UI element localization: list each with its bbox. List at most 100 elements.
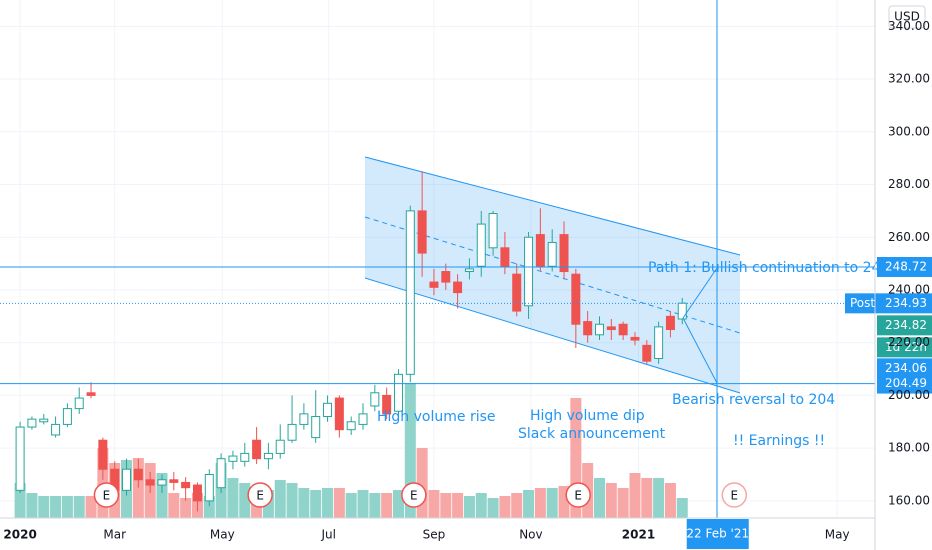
volume-bar: [664, 483, 676, 518]
x-tick-label: 2020: [3, 528, 36, 542]
candle-body: [606, 326, 616, 331]
countdown-tag: 1d 22h: [885, 340, 927, 354]
volume-bar: [617, 488, 629, 518]
channel-bottom: [364, 277, 741, 394]
volume-bar: [50, 496, 62, 518]
y-tick-label: 240.00: [888, 282, 930, 296]
post-tag: 234.93: [885, 296, 927, 310]
earnings-marker: [401, 482, 427, 508]
volume-bar: [499, 496, 511, 518]
currency-label: USD: [894, 10, 920, 24]
x-tick-label: 2021: [622, 528, 655, 542]
volume-bar: [463, 496, 475, 518]
volume-bar: [653, 478, 665, 518]
currency-box: [888, 5, 926, 29]
candle-body: [346, 421, 356, 431]
volume-bar: [487, 498, 499, 518]
y-tick-label: 200.00: [888, 388, 930, 402]
volume-bar: [156, 473, 168, 518]
channel-fill: [365, 157, 740, 393]
candle-body: [263, 452, 273, 460]
earnings-label: E: [410, 489, 418, 503]
x-tick-label: Mar: [103, 528, 126, 542]
volume-bar: [511, 493, 523, 518]
x-tick-label: Sep: [423, 528, 446, 542]
candle-body: [594, 323, 604, 336]
candle-body: [654, 326, 664, 360]
candle-body: [86, 392, 96, 396]
candle-body: [559, 234, 569, 273]
volume-bar: [345, 493, 357, 518]
candle-body: [642, 344, 652, 362]
volume-bar: [381, 493, 393, 518]
x-tick-label: Jul: [320, 528, 335, 542]
volume-bar: [416, 448, 428, 518]
candle-body: [441, 271, 451, 283]
last-price-tag-bg: [877, 315, 932, 336]
candle-body: [62, 408, 72, 425]
candle-body: [476, 223, 486, 267]
volume-bar: [641, 478, 653, 518]
overlay: E E E E E High volume rise High volume dip Slac…: [0, 5, 932, 549]
candle-body: [275, 439, 285, 454]
candle-body: [240, 452, 250, 462]
candle-body: [122, 468, 132, 491]
candle-body: [583, 321, 593, 336]
earnings-marker-upcoming: [721, 482, 748, 508]
crosshair-label-bg: [686, 519, 749, 549]
candle-body: [169, 479, 179, 483]
channel-top: [364, 156, 741, 256]
candle-body: [133, 468, 143, 481]
level-tag: 204.49: [885, 376, 927, 390]
earnings-marker: [565, 482, 591, 508]
volume-bar: [274, 480, 286, 518]
candle-body: [334, 397, 344, 431]
volume-pane: [14, 383, 688, 518]
volume-bar: [38, 496, 50, 518]
volume-bar: [629, 473, 641, 518]
annotation: Bearish reversal to 204: [672, 392, 835, 408]
candle-body: [429, 281, 439, 288]
prev-close-tag-bg: [877, 358, 932, 379]
earnings-marker: [93, 482, 120, 508]
channel-mid: [364, 216, 741, 334]
candle-body: [677, 302, 687, 320]
y-tick-label: 180.00: [888, 441, 930, 455]
post-label: Post: [850, 296, 875, 310]
volume-bar: [132, 458, 144, 518]
volume-bar: [605, 483, 617, 518]
candle-body: [299, 413, 309, 425]
y-tick-label: 320.00: [888, 72, 930, 86]
candle-body: [228, 455, 238, 462]
volume-bar: [570, 398, 582, 518]
candle-body: [98, 439, 108, 470]
candle-body: [535, 234, 545, 267]
y-tick-label: 220.00: [888, 335, 930, 349]
candle-body: [358, 413, 368, 425]
candle-body: [464, 268, 474, 273]
candle-body: [618, 323, 628, 336]
candle-body: [27, 418, 37, 428]
candle-body: [39, 418, 49, 423]
candle-body: [571, 273, 581, 325]
volume-bar: [61, 496, 73, 518]
crosshair-label: 22 Feb '21: [686, 527, 749, 541]
candle-body: [216, 458, 226, 489]
volume-bar: [239, 483, 251, 518]
volume-bar: [404, 383, 416, 518]
candle-body: [192, 484, 202, 502]
candle-body: [252, 439, 262, 460]
level-tag: 248.72: [885, 259, 927, 273]
volume-bar: [14, 483, 26, 518]
earnings-label: E: [574, 489, 582, 503]
candle-body: [51, 423, 61, 436]
volume-bar: [322, 488, 334, 518]
candle-body: [157, 479, 167, 486]
earnings-label: E: [103, 489, 111, 503]
annotation: Path 1: Bullish continuation to 248: [648, 260, 889, 276]
candle-body: [204, 474, 214, 502]
post-tag-bg: [877, 293, 932, 314]
annotation: !! Earnings !!: [733, 433, 825, 449]
